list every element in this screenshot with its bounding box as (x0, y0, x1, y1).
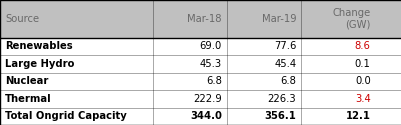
Text: 0.1: 0.1 (354, 59, 370, 69)
Text: 77.6: 77.6 (273, 41, 296, 51)
Text: Thermal: Thermal (5, 94, 52, 104)
Text: Mar-18: Mar-18 (187, 14, 221, 24)
Bar (0, 55, 401, 72)
Text: 6.8: 6.8 (280, 76, 296, 86)
Bar (0, 0, 401, 38)
Text: Renewables: Renewables (5, 41, 73, 51)
Text: 344.0: 344.0 (190, 111, 221, 121)
Text: Change
(GW): Change (GW) (332, 8, 370, 30)
Text: 12.1: 12.1 (345, 111, 370, 121)
Text: Large Hydro: Large Hydro (5, 59, 75, 69)
Bar (0, 108, 401, 125)
Text: 226.3: 226.3 (267, 94, 296, 104)
Text: 6.8: 6.8 (206, 76, 221, 86)
Text: 8.6: 8.6 (354, 41, 370, 51)
Text: Source: Source (5, 14, 39, 24)
Bar (0, 38, 401, 55)
Text: 45.4: 45.4 (273, 59, 296, 69)
Text: 0.0: 0.0 (354, 76, 370, 86)
Text: 3.4: 3.4 (354, 94, 370, 104)
Bar (0, 72, 401, 90)
Text: 356.1: 356.1 (264, 111, 296, 121)
Bar (0, 90, 401, 108)
Text: 69.0: 69.0 (199, 41, 221, 51)
Text: 45.3: 45.3 (199, 59, 221, 69)
Text: Nuclear: Nuclear (5, 76, 49, 86)
Text: 222.9: 222.9 (192, 94, 221, 104)
Text: Total Ongrid Capacity: Total Ongrid Capacity (5, 111, 127, 121)
Text: Mar-19: Mar-19 (261, 14, 296, 24)
